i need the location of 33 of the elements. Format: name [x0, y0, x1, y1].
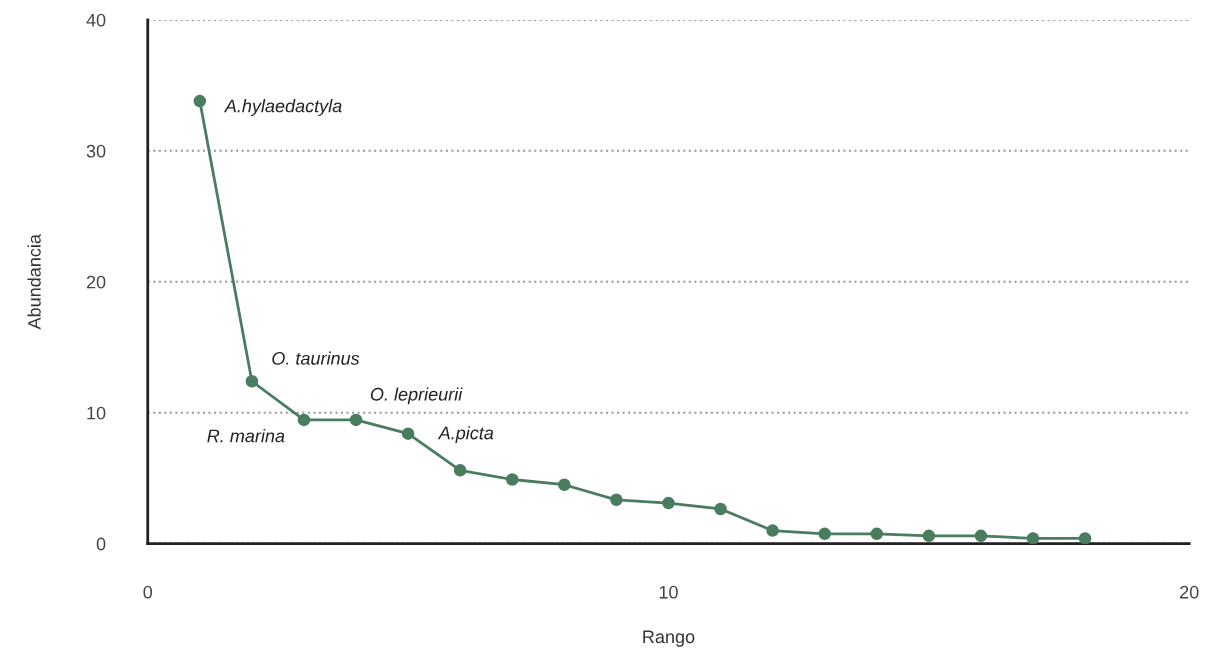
y-tick-label: 10	[87, 406, 106, 420]
point	[245, 375, 259, 388]
annotation: A.picta	[437, 426, 494, 443]
point	[453, 464, 467, 477]
x-tick-label: 10	[659, 585, 678, 599]
annotation: A.hylaedactyla	[223, 99, 342, 116]
annotation: R. marina	[207, 429, 285, 443]
point	[974, 529, 988, 543]
point	[1078, 532, 1092, 544]
point	[401, 427, 415, 440]
annotation: O. leprieurii	[370, 387, 463, 405]
point	[558, 478, 571, 491]
point	[349, 413, 363, 427]
y-tick-label: 20	[86, 275, 106, 289]
point	[818, 527, 831, 541]
x-tick-label: 20	[1180, 585, 1199, 599]
point	[922, 529, 936, 543]
y-axis-title: Abundancia	[27, 234, 41, 330]
point	[766, 524, 779, 537]
point	[1026, 532, 1040, 544]
y-tick-label: 30	[86, 144, 106, 158]
point	[870, 527, 884, 541]
y-tick-label: 0	[96, 537, 106, 551]
x-tick-label: 0	[143, 585, 153, 599]
x-axis-title: Rango	[643, 630, 695, 647]
point	[297, 413, 311, 427]
point	[662, 496, 675, 510]
point	[193, 94, 207, 108]
point	[506, 473, 519, 486]
point	[610, 493, 623, 507]
point	[714, 502, 727, 516]
annotation: O. taurinus	[272, 351, 360, 365]
y-tick-label: 40	[86, 13, 106, 27]
